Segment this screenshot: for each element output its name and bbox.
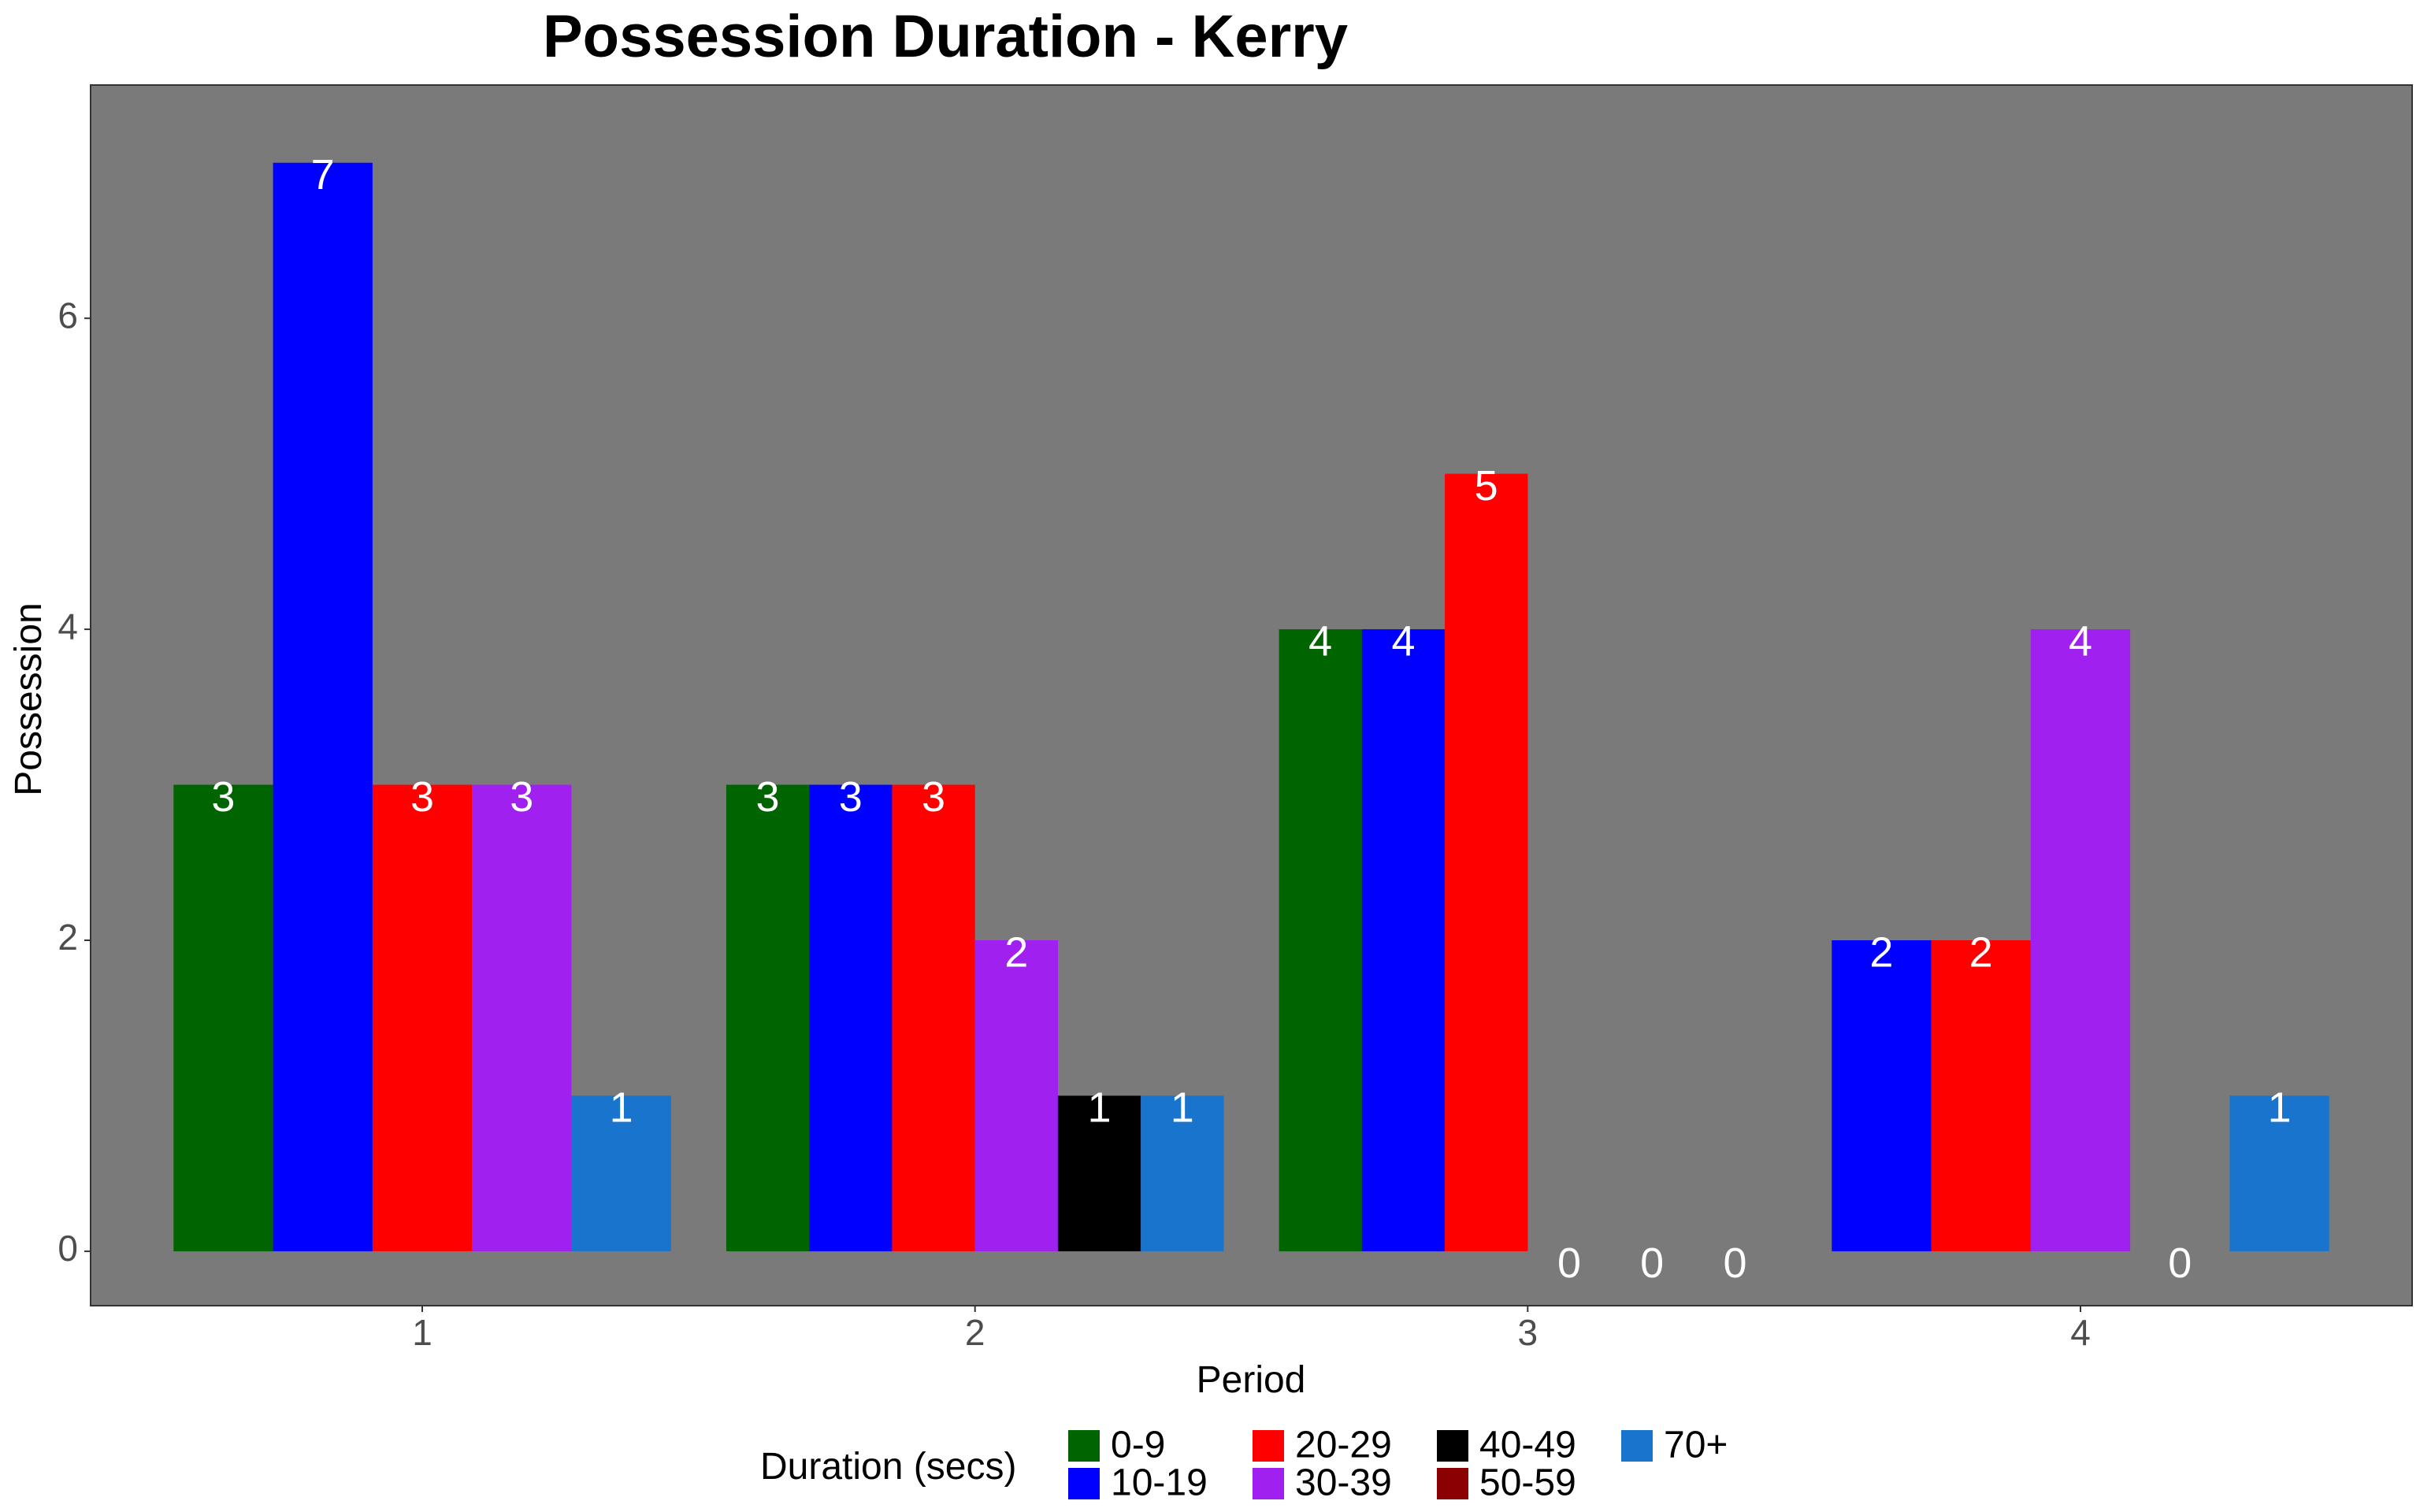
legend-label-70+: 70+ [1664,1425,1728,1466]
legend-label-50-59: 50-59 [1479,1462,1576,1504]
bar-period-1-30-39 [472,784,572,1251]
x-tick-label-2: 2 [965,1312,985,1353]
legend-swatch-0-9 [1068,1430,1100,1462]
x-tick-label-1: 1 [412,1312,432,1353]
legend-label-20-29: 20-29 [1295,1425,1392,1466]
bar-period-1-20-29 [372,784,473,1251]
data-label-period-1-20-29: 3 [410,773,434,821]
y-tick-label-0: 0 [58,1228,78,1269]
legend-label-30-39: 30-39 [1295,1462,1392,1504]
data-label-period-4-10-19: 2 [1869,928,1893,976]
x-tick-label-4: 4 [2070,1312,2091,1353]
y-tick-label-4: 4 [58,606,78,647]
data-label-period-4-70+: 1 [2268,1084,2292,1132]
data-label-period-2-30-39: 2 [1004,928,1028,976]
x-axis: 1 2 3 4 [412,1306,2091,1353]
legend-label-0-9: 0-9 [1111,1425,1165,1466]
data-label-period-2-20-29: 3 [922,773,945,821]
data-label-period-1-0-9: 3 [211,773,235,821]
data-label-period-3-70+: 0 [1723,1240,1746,1287]
bar-period-2-30-39 [974,940,1058,1251]
bar-period-1-70+ [571,1095,671,1251]
bar-period-4-30-39 [2030,629,2131,1251]
y-axis-title: Possession [8,602,50,795]
data-label-period-3-50-59: 0 [1640,1240,1664,1287]
bar-period-4-70+ [2229,1095,2329,1251]
legend-swatch-20-29 [1253,1430,1284,1462]
bar-period-2-20-29 [892,784,975,1251]
legend-swatch-10-19 [1068,1468,1100,1499]
data-label-period-2-40-49: 1 [1087,1084,1111,1132]
bar-period-3-10-19 [1361,629,1446,1251]
data-label-period-2-0-9: 3 [755,773,779,821]
bar-period-2-70+ [1141,1095,1224,1251]
legend-swatch-50-59 [1437,1468,1468,1499]
data-label-period-4-30-39: 4 [2069,617,2092,665]
data-label-period-2-70+: 1 [1171,1084,1194,1132]
bar-period-3-0-9 [1279,629,1362,1251]
legend-title: Duration (secs) [760,1446,1016,1488]
legend-label-10-19: 10-19 [1111,1462,1208,1504]
data-label-period-3-0-9: 4 [1308,617,1332,665]
x-axis-title: Period [1197,1359,1306,1401]
bar-period-4-10-19 [1832,940,1932,1251]
legend-label-40-49: 40-49 [1479,1425,1576,1466]
bar-period-2-0-9 [726,784,810,1251]
bar-period-2-40-49 [1057,1095,1141,1251]
legend-swatch-70+ [1621,1430,1653,1462]
data-label-period-1-10-19: 7 [311,151,335,198]
data-label-period-3-10-19: 4 [1391,617,1415,665]
y-axis: 0 2 4 6 [58,295,91,1269]
y-tick-label-6: 6 [58,295,78,335]
data-label-period-2-10-19: 3 [839,773,863,821]
bar-period-4-20-29 [1931,940,2031,1251]
y-tick-label-2: 2 [58,917,78,958]
chart-title: Possession Duration - Kerry [543,3,1348,70]
data-labels: 3 7 3 3 1 3 3 3 2 1 1 4 4 5 0 0 0 2 2 4 0 1 [211,151,2291,1287]
bar-period-1-0-9 [173,784,273,1251]
bar-period-1-10-19 [273,162,373,1251]
data-label-period-4-20-29: 2 [1969,928,1993,976]
bars [173,162,2329,1251]
data-label-period-3-20-29: 5 [1475,462,1498,510]
bar-period-3-20-29 [1445,473,1528,1251]
bar-period-2-10-19 [809,784,893,1251]
legend-swatch-40-49 [1437,1430,1468,1462]
data-label-period-3-40-49: 0 [1557,1240,1581,1287]
data-label-period-1-30-39: 3 [510,773,533,821]
data-label-period-4-50-59: 0 [2168,1240,2192,1287]
legend-swatch-30-39 [1253,1468,1284,1499]
data-label-period-1-70+: 1 [610,1084,633,1132]
x-tick-label-3: 3 [1518,1312,1538,1353]
